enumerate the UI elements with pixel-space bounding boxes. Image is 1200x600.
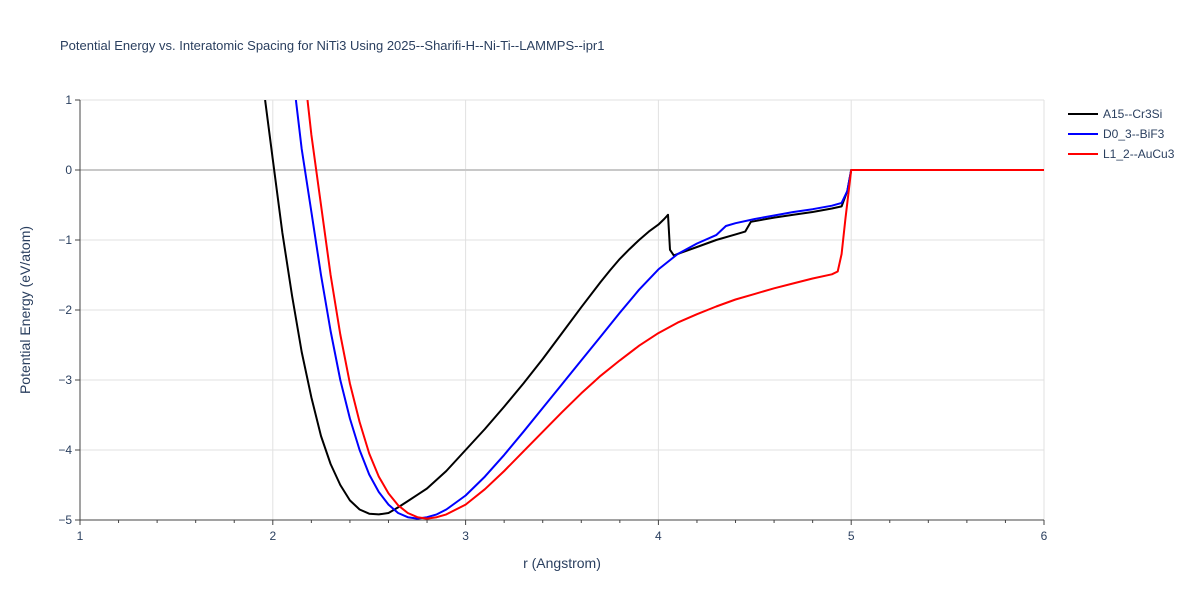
y-tick-label: 1 — [65, 93, 72, 107]
y-tick-label: 0 — [65, 163, 72, 177]
axis-ticks: 1 2 3 4 5 6 1 0 −1 −2 −3 −4 −5 — [58, 93, 1047, 543]
legend: A15--Cr3Si D0_3--BiF3 L1_2--AuCu3 — [1068, 107, 1175, 161]
series-line — [264, 100, 1044, 516]
x-axis-title: r (Angstrom) — [523, 555, 601, 571]
x-tick-label: 6 — [1041, 529, 1048, 543]
series-line — [306, 100, 1044, 520]
grid-lines — [80, 99, 1045, 520]
legend-label: A15--Cr3Si — [1103, 107, 1162, 121]
legend-label: L1_2--AuCu3 — [1103, 147, 1175, 161]
series-lines — [264, 100, 1044, 520]
x-tick-label: 5 — [848, 529, 855, 543]
y-tick-label: −2 — [58, 303, 72, 317]
x-tick-label: 4 — [655, 529, 662, 543]
x-tick-label: 3 — [462, 529, 469, 543]
y-tick-label: −4 — [58, 443, 72, 457]
y-tick-label: −1 — [58, 233, 72, 247]
legend-label: D0_3--BiF3 — [1103, 127, 1165, 141]
y-tick-label: −5 — [58, 513, 72, 527]
series-line — [294, 100, 1044, 520]
x-tick-label: 2 — [269, 529, 276, 543]
x-tick-label: 1 — [77, 529, 84, 543]
y-tick-label: −3 — [58, 373, 72, 387]
y-axis-title: Potential Energy (eV/atom) — [17, 226, 33, 394]
chart-title: Potential Energy vs. Interatomic Spacing… — [60, 38, 604, 53]
